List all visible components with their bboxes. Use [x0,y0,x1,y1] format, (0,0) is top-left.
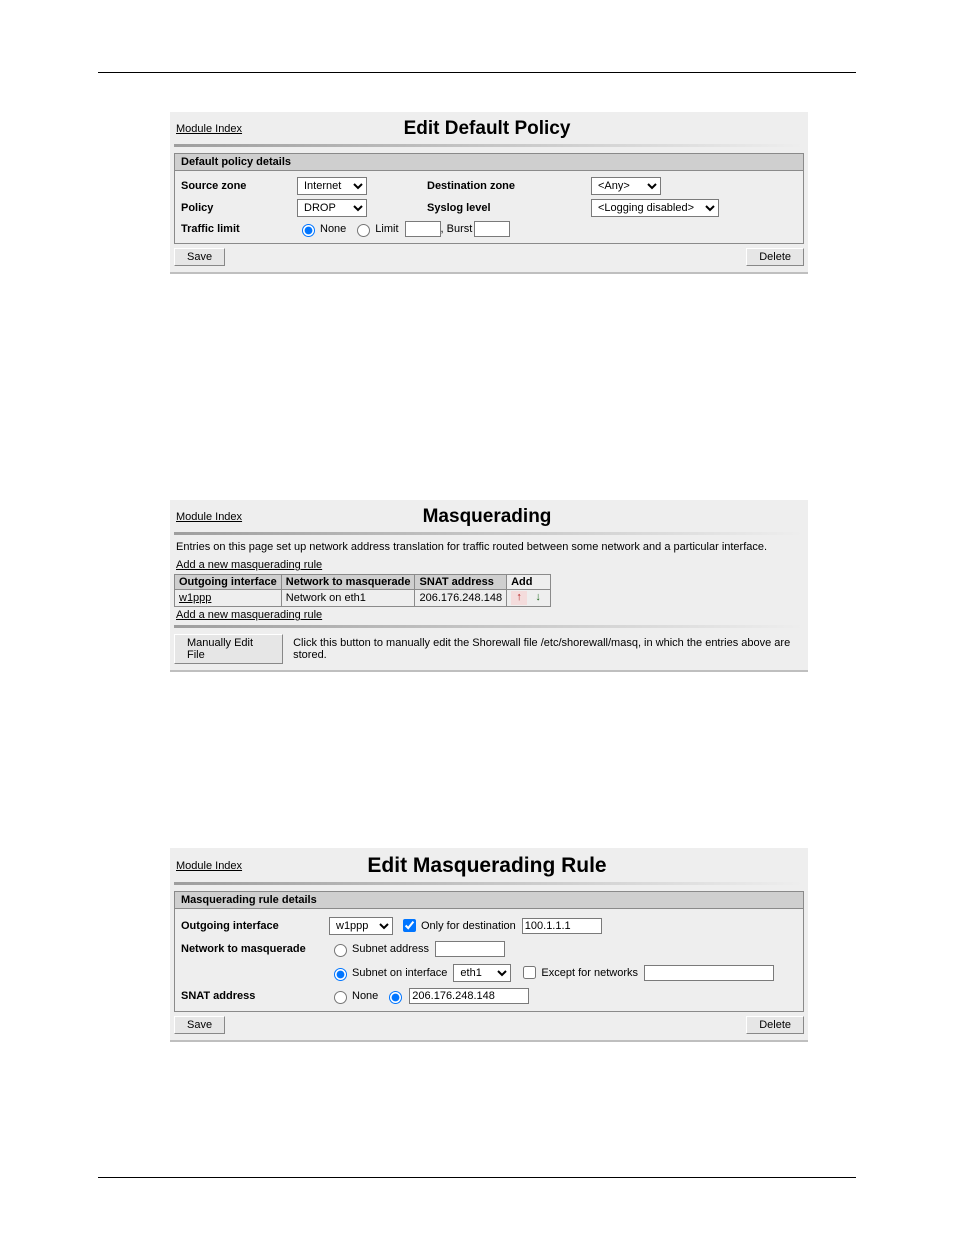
page-bottom-rule [98,1177,856,1178]
manual-edit-note: Click this button to manually edit the S… [293,637,804,661]
burst-text: , Burst [441,223,473,235]
edit-default-policy-panel: Module Index Edit Default Policy Default… [170,112,808,274]
only-for-dest-checkbox[interactable] [403,919,416,932]
snat-value-radio[interactable] [389,991,402,1004]
masquerading-panel: Module Index Masquerading Entries on thi… [170,500,808,672]
policy-label: Policy [181,202,297,214]
subnet-address-radio[interactable] [334,944,347,957]
module-index-link[interactable]: Module Index [176,123,242,135]
destination-zone-label: Destination zone [427,180,547,192]
panel3-delete-button[interactable]: Delete [746,1016,804,1034]
col-snat: SNAT address [415,575,507,590]
col-outgoing: Outgoing interface [175,575,282,590]
except-networks-checkbox[interactable] [523,966,536,979]
traffic-limit-none-radio[interactable] [302,224,315,237]
snat-none-text: None [352,990,378,1002]
burst-input[interactable] [474,221,510,237]
panel2-divider-2 [174,625,804,628]
snat-none-radio[interactable] [334,991,347,1004]
col-add: Add [507,575,551,590]
row-network: Network on eth1 [281,590,415,607]
subnet-iface-radio[interactable] [334,968,347,981]
subnet-address-input[interactable] [435,941,505,957]
outgoing-interface-label: Outgoing interface [181,920,329,932]
table-row: w1ppp Network on eth1 206.176.248.148 ↑ … [175,590,551,607]
subnet-iface-select[interactable]: eth1 [453,964,511,982]
syslog-level-select[interactable]: <Logging disabled> [591,199,719,217]
panel2-topbar: Module Index Masquerading [170,500,808,528]
subnet-iface-text: Subnet on interface [352,967,447,979]
except-networks-input[interactable] [644,965,774,981]
except-networks-text: Except for networks [541,967,638,979]
manually-edit-file-button[interactable]: Manually Edit File [174,634,283,664]
panel1-form: Source zone Internet Destination zone <A… [174,171,804,244]
snat-value-input[interactable] [409,988,529,1004]
panel1-topbar: Module Index Edit Default Policy [170,112,808,140]
panel2-description: Entries on this page set up network addr… [176,541,802,553]
source-zone-label: Source zone [181,180,297,192]
traffic-limit-limit-radio[interactable] [357,224,370,237]
page-top-rule [98,72,856,73]
reorder-up-icon[interactable]: ↑ [511,591,527,605]
add-masq-rule-link-top[interactable]: Add a new masquerading rule [176,559,322,571]
network-masq-label: Network to masquerade [181,943,329,955]
row-snat: 206.176.248.148 [415,590,507,607]
panel1-title: Edit Default Policy [404,118,571,140]
panel3-title: Edit Masquerading Rule [367,854,606,878]
col-network: Network to masquerade [281,575,415,590]
module-index-link-2[interactable]: Module Index [176,511,242,523]
policy-select[interactable]: DROP [297,199,367,217]
syslog-level-label: Syslog level [427,202,547,214]
module-index-link-3[interactable]: Module Index [176,860,242,872]
panel2-divider [174,532,804,535]
traffic-limit-label: Traffic limit [181,223,297,235]
outgoing-interface-select[interactable]: w1ppp [329,917,393,935]
traffic-limit-limit-text: Limit [375,223,398,235]
reorder-down-icon[interactable]: ↓ [530,591,546,605]
panel1-section-header: Default policy details [174,153,804,171]
panel2-title: Masquerading [423,506,552,528]
panel3-save-button[interactable]: Save [174,1016,225,1034]
panel1-divider [174,144,804,147]
snat-address-label: SNAT address [181,990,329,1002]
subnet-address-text: Subnet address [352,943,429,955]
traffic-limit-none-text: None [320,223,346,235]
dest-ip-input[interactable] [522,918,602,934]
panel1-delete-button[interactable]: Delete [746,248,804,266]
limit-input[interactable] [405,221,441,237]
panel3-divider [174,882,804,885]
row-outgoing-link[interactable]: w1ppp [179,592,211,604]
panel1-save-button[interactable]: Save [174,248,225,266]
only-for-dest-text: Only for destination [421,920,516,932]
add-masq-rule-link-bottom[interactable]: Add a new masquerading rule [176,609,322,621]
panel3-form: Outgoing interface w1ppp Only for destin… [174,909,804,1012]
panel3-topbar: Module Index Edit Masquerading Rule [170,848,808,878]
source-zone-select[interactable]: Internet [297,177,367,195]
panel3-section-header: Masquerading rule details [174,891,804,909]
masq-table: Outgoing interface Network to masquerade… [174,574,551,607]
edit-masq-rule-panel: Module Index Edit Masquerading Rule Masq… [170,848,808,1042]
destination-zone-select[interactable]: <Any> [591,177,661,195]
